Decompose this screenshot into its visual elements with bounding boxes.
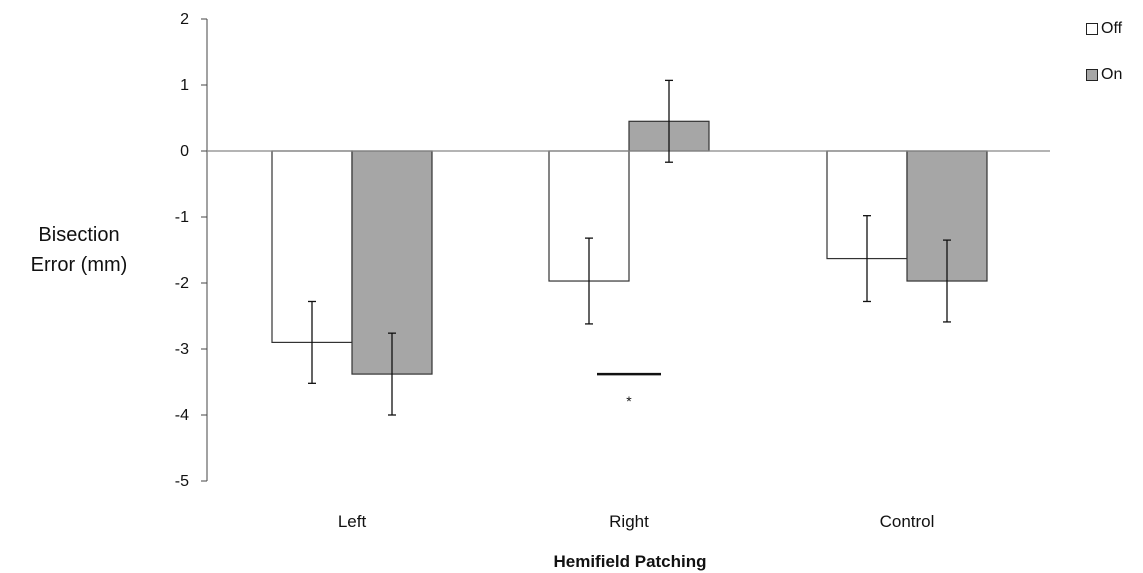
x-tick-label-left: Left <box>338 512 367 531</box>
y-axis-title-line-1: Bisection <box>38 224 120 246</box>
y-tick-label: -2 <box>175 275 189 292</box>
legend-label-on: On <box>1101 66 1123 83</box>
x-tick-label-control: Control <box>880 512 935 531</box>
legend-item-off: Off <box>1086 18 1122 40</box>
y-tick-label: 0 <box>180 143 189 160</box>
x-tick-label-right: Right <box>609 512 649 531</box>
y-tick-label: 1 <box>180 77 189 94</box>
y-tick-label: -4 <box>175 407 189 424</box>
legend: Off On <box>1086 18 1122 110</box>
y-axis-title: Bisection Error (mm) <box>14 220 144 280</box>
y-tick-label: -1 <box>175 209 189 226</box>
x-axis-title: Hemifield Patching <box>553 552 707 571</box>
y-tick-label: -3 <box>175 341 189 358</box>
legend-item-on: On <box>1086 64 1122 86</box>
legend-label-off: Off <box>1101 20 1123 37</box>
y-tick-label: 2 <box>180 11 189 28</box>
legend-swatch-on <box>1086 69 1098 81</box>
significance-marker: * <box>626 393 632 409</box>
y-axis-title-line-2: Error (mm) <box>30 254 128 276</box>
y-tick-label: -5 <box>175 473 189 490</box>
legend-swatch-off <box>1086 23 1098 35</box>
